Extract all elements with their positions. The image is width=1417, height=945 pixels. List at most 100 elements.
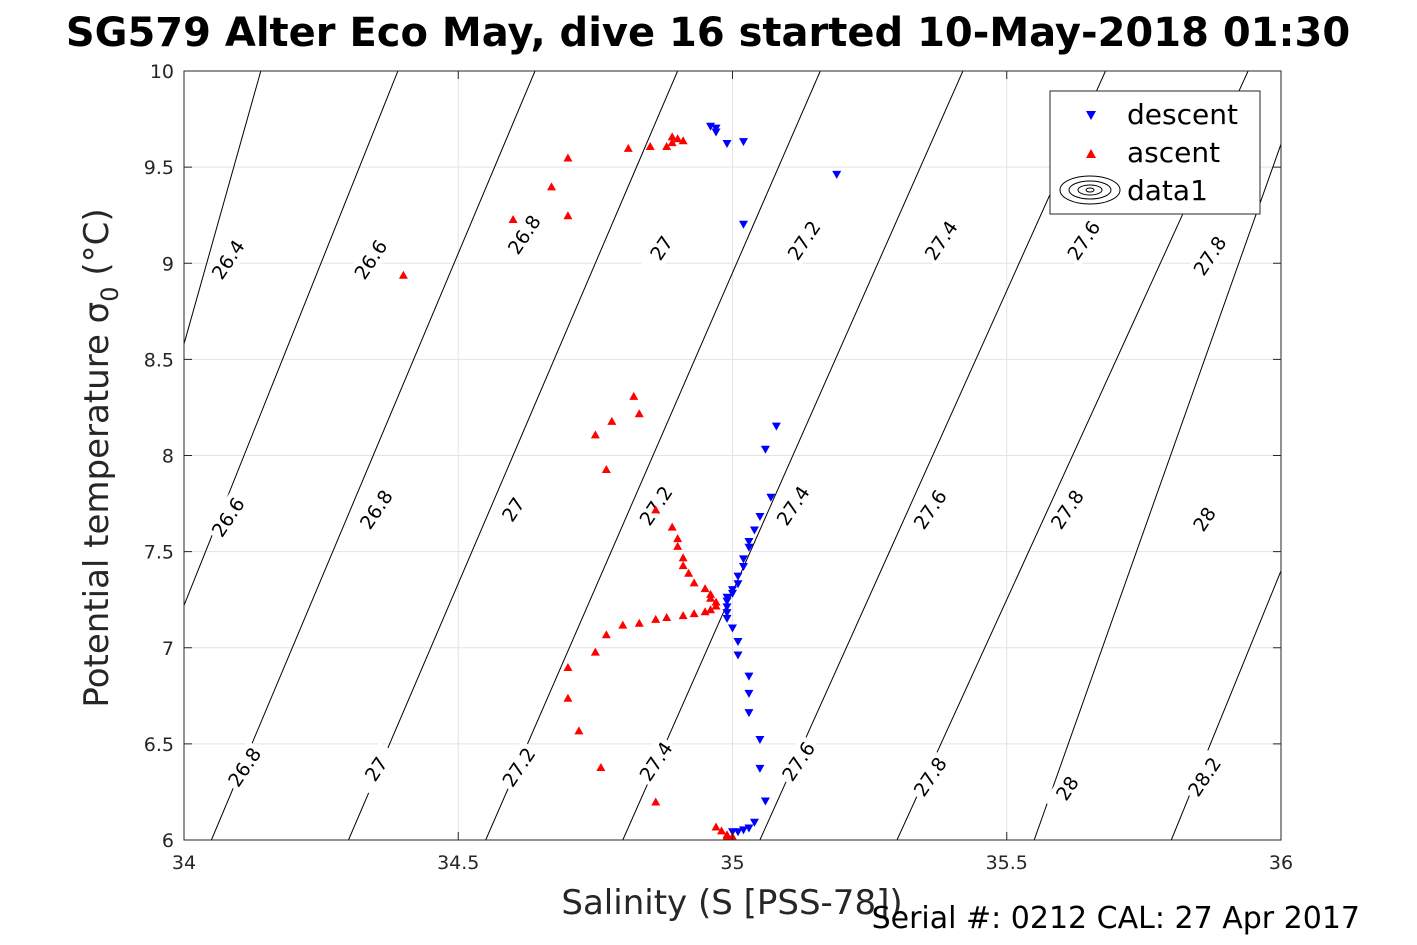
ascent-point [546, 182, 556, 191]
ascent-point [618, 620, 628, 629]
descent-point [766, 493, 776, 502]
ascent-point [607, 416, 617, 425]
descent-point [722, 603, 732, 612]
ascent-point [706, 593, 716, 602]
descent-point [722, 609, 732, 618]
contour-label-bg [204, 490, 252, 544]
y-axis-label-main: Potential temperature σ [77, 302, 117, 708]
ascent-point [563, 211, 573, 220]
ascent-point [662, 141, 672, 150]
descent-point [711, 128, 721, 137]
contour-label-bg [774, 734, 822, 788]
descent-point [749, 818, 759, 827]
ascent-point [673, 534, 683, 543]
descent-point [832, 170, 842, 179]
y-tick-label: 7.5 [144, 542, 174, 564]
ascent-point [667, 138, 677, 147]
isopycnal-line [485, 71, 821, 840]
isopycnal-line [759, 71, 1106, 840]
y-tick-label: 9 [162, 253, 174, 275]
contour-label-bg [204, 232, 252, 287]
descent-point [744, 709, 754, 718]
ascent-point [629, 391, 639, 400]
x-axis-label: Salinity (S [PSS-78]) [561, 883, 902, 923]
descent-point [755, 736, 765, 745]
contour-label-bg [1180, 749, 1228, 804]
descent-point [728, 589, 737, 598]
contour-label-bg [1180, 492, 1228, 546]
series-descent [706, 122, 842, 837]
y-tick-label: 8.5 [144, 349, 174, 371]
isopycnal-line [622, 71, 964, 840]
ascent-point [398, 270, 408, 279]
series-ascent [398, 132, 737, 841]
ascent-point [634, 618, 644, 627]
contour-label-bg [769, 478, 817, 533]
ascent-point [651, 614, 661, 623]
ascent-point [645, 141, 655, 150]
contour-label-bg [495, 740, 542, 794]
isopycnal-line [184, 71, 262, 345]
descent-point [733, 572, 743, 581]
contour-label-bg [917, 213, 965, 267]
contour-labels: 26.4 26.626.8 27 27.2 27.4 27.6 27.826.6 26.8 27… [204, 207, 1234, 815]
contour-label-bg [906, 749, 954, 804]
legend: descent ascent data1 [1049, 90, 1261, 215]
contour-label-bg [906, 482, 954, 536]
contour-label-bg [637, 221, 685, 275]
ascent-point [590, 647, 600, 656]
ascent-point [667, 522, 677, 531]
ascent-point [601, 464, 611, 473]
legend-data1-label: data1 [1127, 174, 1208, 207]
x-tick-label: 34 [172, 852, 196, 874]
descent-point [733, 651, 743, 660]
descent-point [744, 672, 754, 681]
descent-point [744, 543, 754, 552]
ascent-point [623, 143, 633, 152]
legend-descent-marker [1086, 111, 1096, 120]
chart-title: SG579 Alter Eco May, dive 16 started 10-… [66, 10, 1350, 56]
isopycnal-line [348, 71, 679, 840]
ascent-point [689, 578, 699, 587]
axis-ticks: 34 34.5 35 35.5 36 6 6.5 7 7.5 8 8.5 9 9.5 10 [144, 61, 1293, 874]
descent-point [722, 614, 732, 623]
y-axis-label: Potential temperature σ0 (°C) [77, 208, 124, 707]
ascent-point [596, 762, 606, 771]
y-tick-label: 6.5 [144, 734, 174, 756]
ascent-point [678, 611, 688, 620]
y-tick-label: 8 [162, 446, 174, 468]
descent-point [738, 138, 748, 147]
ascent-point [590, 430, 600, 439]
legend-ascent-label: ascent [1127, 136, 1220, 169]
contour-label-bg [780, 213, 828, 267]
descent-point [722, 140, 732, 149]
ascent-point [574, 726, 584, 735]
ascent-point [563, 693, 573, 702]
descent-point [755, 513, 765, 522]
contour-label-bg [632, 734, 680, 788]
contour-label-bg [352, 742, 400, 796]
data-points [398, 122, 842, 841]
ascent-point [662, 612, 672, 621]
descent-point [728, 624, 737, 633]
contour-label-bg [220, 740, 268, 794]
descent-point [749, 526, 759, 535]
ascent-point [711, 601, 721, 610]
ascent-point [634, 409, 644, 418]
descent-point [733, 580, 743, 589]
descent-point [733, 637, 743, 646]
ascent-point [673, 541, 683, 550]
legend-descent-label: descent [1127, 98, 1238, 131]
ascent-point [678, 553, 688, 562]
ascent-point [706, 605, 716, 614]
y-axis-label-subscript: 0 [96, 286, 124, 301]
legend-ascent-marker [1086, 149, 1096, 158]
ascent-point [508, 215, 518, 224]
contour-label-bg [347, 232, 394, 287]
y-tick-label: 7 [162, 638, 174, 660]
descent-point [771, 422, 781, 431]
y-tick-label: 6 [162, 830, 174, 852]
y-axis-label-unit: (°C) [77, 208, 117, 286]
contour-label-bg [500, 207, 548, 262]
